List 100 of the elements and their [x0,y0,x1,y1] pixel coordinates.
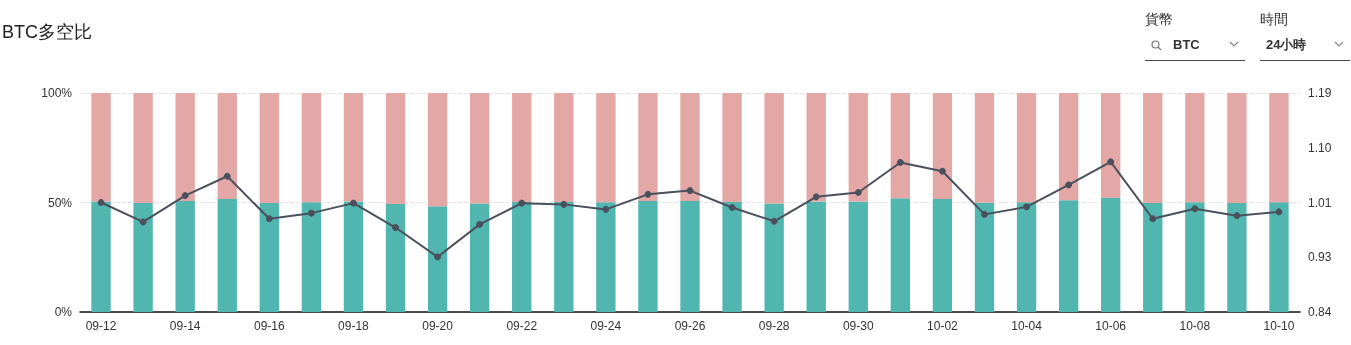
x-tick-label: 10-02 [927,319,959,333]
bar [427,93,448,207]
x-tick-label: 09-20 [422,319,454,333]
bar [301,93,322,203]
bar [133,93,153,203]
bar [1185,93,1205,203]
bar [385,93,406,205]
bar [259,202,279,312]
x-tick-label: 09-26 [674,319,706,333]
bar [974,202,995,312]
point [518,199,526,207]
chart-title: BTC多空比 [2,21,92,44]
point [812,193,820,201]
point [223,172,231,180]
x-tick-label: 09-14 [169,319,201,333]
bar [259,93,279,203]
x-tick-label: 10-06 [1095,319,1127,333]
bar [806,201,826,312]
point [560,200,568,208]
bar [890,198,911,312]
bar [680,93,700,201]
bar [1058,200,1079,312]
point [434,253,442,261]
x-tick-label: 09-22 [506,319,538,333]
point [938,167,946,175]
text: 時間 [1260,10,1289,29]
bar [469,203,490,312]
point [896,158,904,166]
bar [133,202,153,312]
bar [1185,202,1205,312]
point [1149,215,1157,223]
point [854,188,862,196]
bar [217,199,237,312]
bar [217,93,237,199]
bar [596,93,616,203]
x-tick-label: 09-30 [842,319,874,333]
x-tick-label: 09-16 [253,319,285,333]
bar [91,93,111,202]
bar [512,93,532,203]
bar [974,93,995,203]
point [770,217,778,225]
y-tick-label: 50% [47,195,73,210]
bar [1016,202,1037,312]
bar [764,203,784,312]
bar [596,202,616,312]
point [392,224,400,232]
text: 貨幣 [1145,10,1174,29]
bar [1143,93,1163,203]
bar [1269,202,1289,312]
bar [469,93,490,204]
point [644,190,652,198]
bar [554,93,574,203]
point [686,187,694,195]
bar [848,93,868,202]
x-tick-label: 10-04 [1011,319,1043,333]
bar [764,93,784,204]
bar [301,202,322,312]
x-tick-label: 09-12 [85,319,117,333]
x-tick-label: 09-24 [590,319,622,333]
y2-tick-label: 0.93 [1308,250,1332,265]
bar [343,201,364,312]
point [476,220,484,228]
point [181,192,189,200]
text: BTC [1173,36,1200,54]
bar [680,200,700,312]
bar [512,202,532,312]
bar [638,93,658,201]
point [1107,158,1115,166]
point [139,218,147,226]
bar [722,93,742,203]
point [1275,208,1283,216]
x-tick-label: 10-08 [1179,319,1211,333]
x-tick-label: 10-10 [1263,319,1295,333]
y2-tick-label: 1.01 [1308,195,1332,210]
point [1233,212,1241,220]
x-tick-label: 09-28 [758,319,790,333]
point [980,210,988,218]
bar [1101,198,1121,312]
y-tick-label: 0% [54,305,73,319]
bar [175,200,195,312]
y2-tick-label: 1.10 [1308,140,1332,155]
point [1065,181,1073,189]
bar [175,93,195,201]
bar [932,199,953,312]
bar [427,206,448,312]
bar [890,93,911,199]
point [728,204,736,211]
point [349,199,357,207]
bar [806,93,826,202]
bar [932,93,953,199]
y2-tick-label: 1.19 [1308,86,1332,100]
x-tick-label: 09-18 [338,319,370,333]
point [265,215,273,223]
point [97,199,105,206]
bar [638,200,658,312]
y-tick-label: 100% [41,86,73,100]
point [1191,205,1199,213]
bar [722,202,742,312]
bar [1016,93,1037,203]
bar [1058,93,1079,201]
